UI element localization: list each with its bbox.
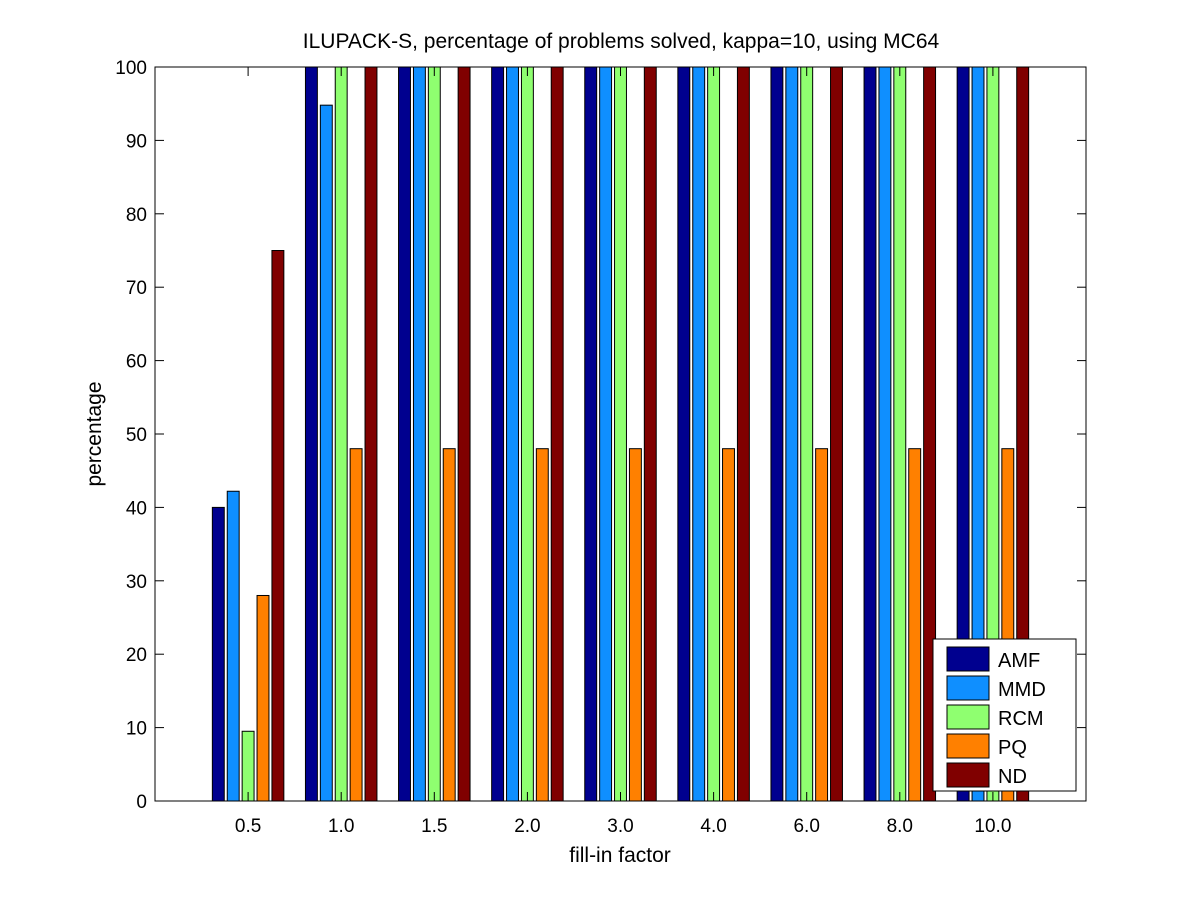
bar-rcm-4.0 <box>707 66 721 802</box>
bar-nd-1.0 <box>364 66 378 802</box>
y-tick-label: 10 <box>126 719 147 740</box>
bar-nd-3.0 <box>643 66 657 802</box>
bar-rcm-2.0 <box>520 66 534 802</box>
bar-amf-1.5 <box>398 66 411 802</box>
y-tick-label: 70 <box>126 278 147 299</box>
bar-rcm-1.5 <box>427 66 441 802</box>
bar-nd-6.0 <box>830 66 843 802</box>
bar-pq-8.0 <box>908 448 922 802</box>
bar-amf-2.0 <box>491 66 505 802</box>
legend-swatch-mmd <box>946 675 990 701</box>
y-tick-label: 30 <box>126 572 147 593</box>
bar-pq-4.0 <box>722 448 735 802</box>
legend-swatch-pq <box>946 733 990 759</box>
bar-pq-3.0 <box>628 448 642 802</box>
y-tick-label: 80 <box>126 205 147 226</box>
bar-mmd-0.5 <box>226 490 240 802</box>
bar-nd-1.5 <box>457 66 471 802</box>
legend-swatch-rcm <box>946 704 990 730</box>
legend-label-rcm: RCM <box>998 708 1044 730</box>
bar-rcm-8.0 <box>893 66 907 802</box>
chart-title: ILUPACK-S, percentage of problems solved… <box>303 30 940 53</box>
bar-amf-3.0 <box>584 66 598 802</box>
x-tick-label: 3.0 <box>607 816 633 837</box>
y-tick-label: 20 <box>126 645 147 666</box>
legend-label-mmd: MMD <box>998 679 1046 701</box>
x-axis-title: fill-in factor <box>569 844 671 867</box>
y-tick-label: 0 <box>136 792 147 813</box>
x-tick-label: 0.5 <box>235 816 261 837</box>
bar-pq-1.5 <box>442 448 456 802</box>
bar-pq-2.0 <box>535 448 549 802</box>
x-tick-label: 1.5 <box>421 816 447 837</box>
y-axis-title: percentage <box>83 381 106 486</box>
bar-mmd-1.5 <box>412 66 426 802</box>
x-tick-label: 1.0 <box>328 816 354 837</box>
x-tick-labels: 0.5 1.0 1.5 2.0 3.0 4.0 6.0 8.0 10.0 <box>235 816 1012 837</box>
bar-mmd-1.0 <box>319 104 333 802</box>
y-tick-label: 40 <box>126 498 147 519</box>
bar-nd-2.0 <box>550 66 564 802</box>
x-tick-label: 4.0 <box>700 816 726 837</box>
x-tick-label: 8.0 <box>887 816 913 837</box>
bar-rcm-0.5 <box>241 730 255 802</box>
y-tick-label: 100 <box>115 58 147 79</box>
bar-mmd-6.0 <box>785 66 799 802</box>
plot-frame <box>154 66 1087 802</box>
bar-nd-4.0 <box>736 66 750 802</box>
bar-pq-1.0 <box>349 448 363 802</box>
y-tick-label: 50 <box>126 425 147 446</box>
legend: AMF MMD RCM PQ ND <box>932 638 1077 792</box>
bar-nd-0.5 <box>271 250 285 802</box>
legend-label-amf: AMF <box>998 650 1040 672</box>
x-tick-label: 6.0 <box>793 816 819 837</box>
bar-rcm-1.0 <box>334 66 348 802</box>
bars-layer <box>211 66 1030 802</box>
bar-mmd-4.0 <box>692 66 706 802</box>
bar-amf-0.5 <box>211 506 225 802</box>
bar-rcm-6.0 <box>800 66 814 802</box>
y-tick-label: 60 <box>126 352 147 373</box>
y-tick-labels: 0 10 20 30 40 50 60 70 80 90 100 <box>115 58 147 813</box>
bar-amf-4.0 <box>677 66 691 802</box>
legend-label-nd: ND <box>998 766 1027 788</box>
bar-amf-6.0 <box>770 66 784 802</box>
x-tick-label: 2.0 <box>514 816 540 837</box>
bar-pq-0.5 <box>256 594 270 802</box>
bar-pq-6.0 <box>815 448 829 802</box>
legend-swatch-nd <box>946 762 990 788</box>
y-tick-label: 90 <box>126 131 147 152</box>
bar-mmd-3.0 <box>599 66 613 802</box>
legend-swatch-amf <box>946 646 990 672</box>
bar-amf-1.0 <box>304 66 318 802</box>
bar-mmd-8.0 <box>878 66 892 802</box>
legend-label-pq: PQ <box>998 737 1027 759</box>
bar-amf-8.0 <box>863 66 877 802</box>
bar-rcm-3.0 <box>614 66 627 802</box>
x-tick-label: 10.0 <box>974 816 1011 837</box>
bar-mmd-2.0 <box>506 66 519 802</box>
